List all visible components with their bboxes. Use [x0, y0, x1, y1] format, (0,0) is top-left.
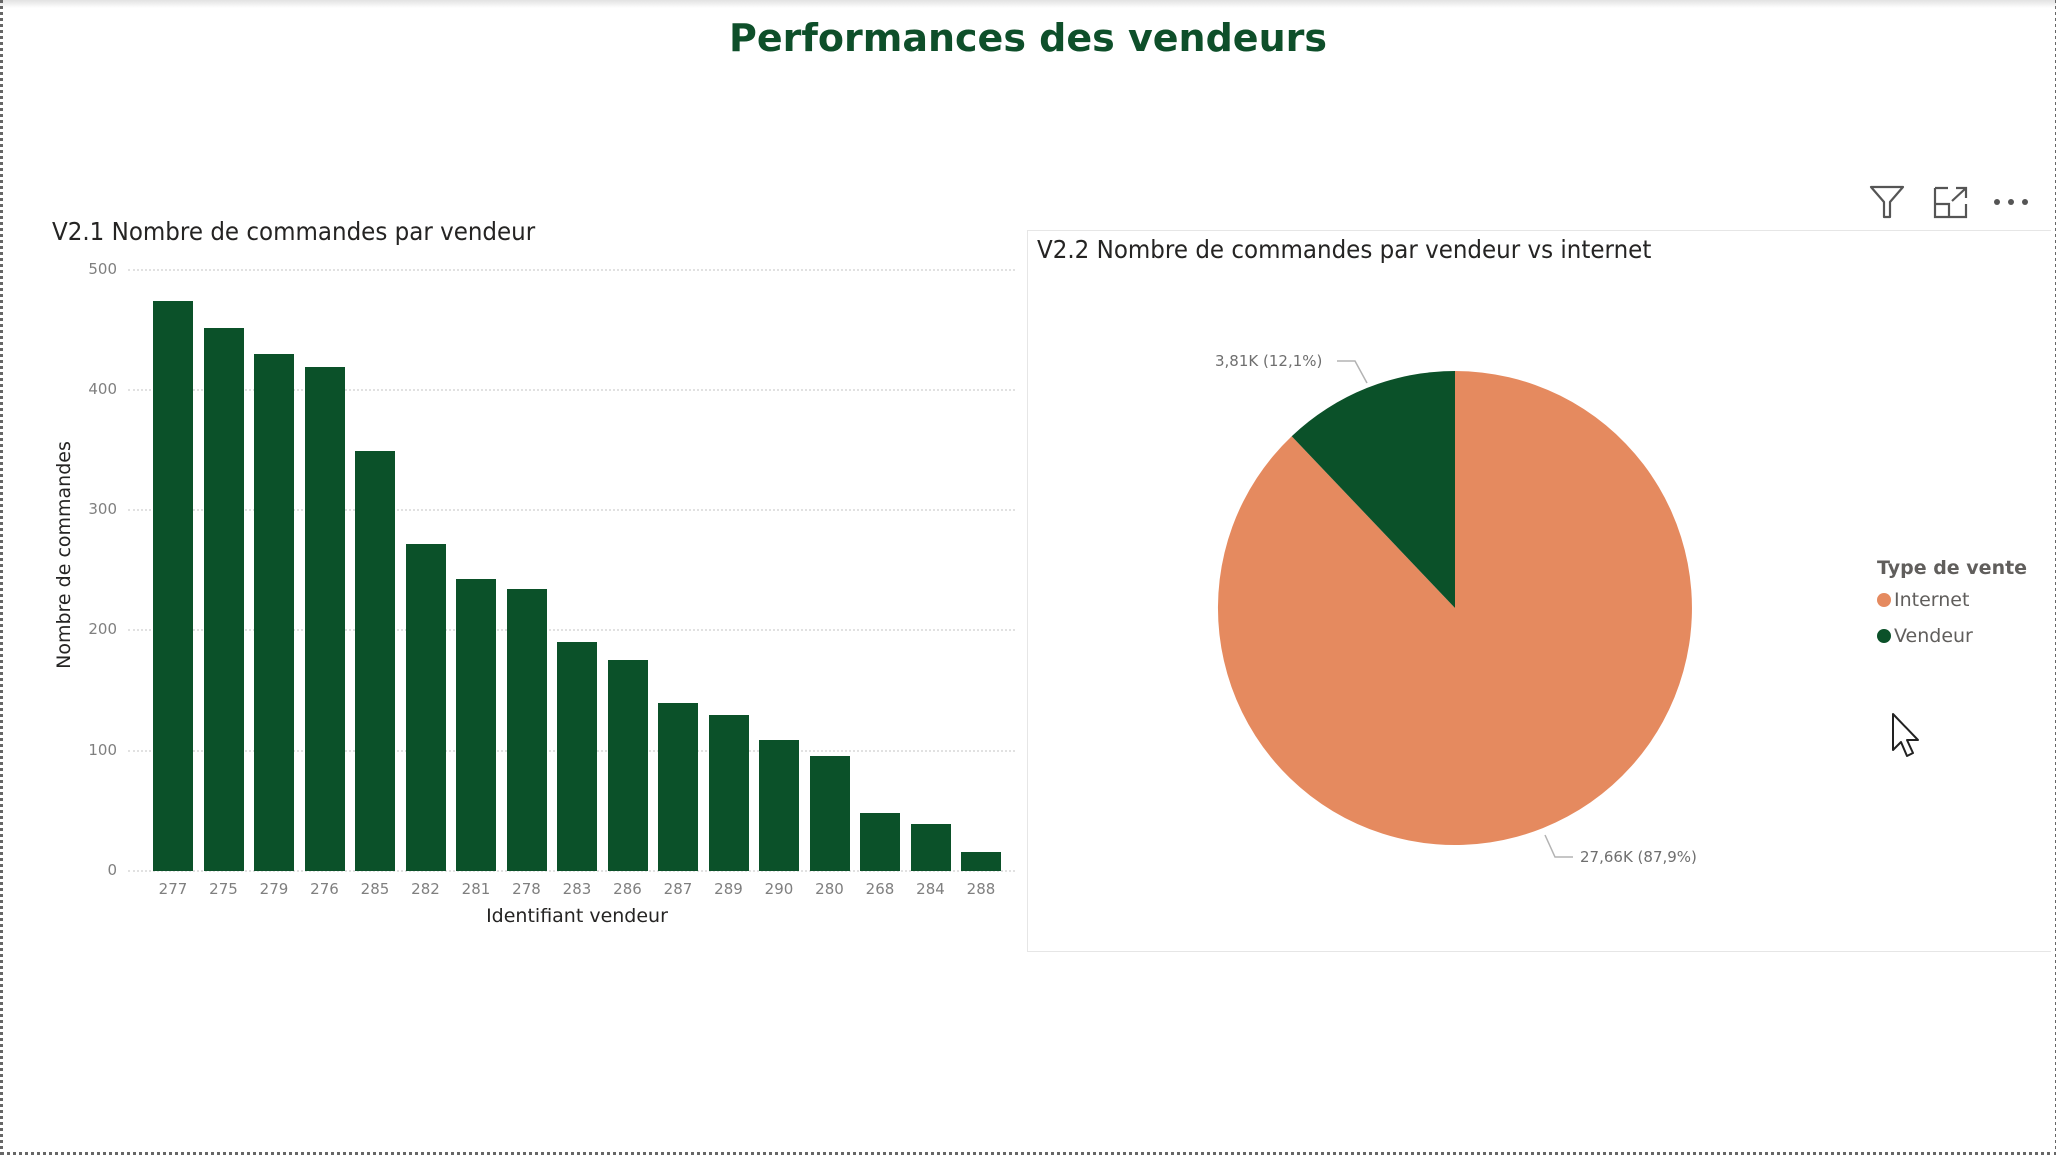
- bar-283[interactable]: [557, 642, 597, 871]
- bar-275[interactable]: [203, 328, 244, 871]
- y-tick-label: 0: [107, 861, 117, 879]
- pie-chart-visual[interactable]: V2.2 Nombre de commandes par vendeur vs …: [1027, 230, 2051, 952]
- x-tick-label: 280: [815, 880, 844, 898]
- legend-item-vendeur[interactable]: Vendeur: [1877, 625, 2027, 647]
- bar-282[interactable]: [405, 543, 446, 871]
- legend-label-internet: Internet: [1894, 589, 1970, 611]
- bar-277[interactable]: [153, 300, 193, 871]
- gridline: [128, 870, 1015, 872]
- pie-data-label-vendeur: 3,81K (12,1%): [1215, 352, 1323, 370]
- pie-data-label-internet: 27,66K (87,9%): [1580, 848, 1697, 866]
- bar-279[interactable]: [254, 353, 294, 871]
- x-tick-label: 289: [714, 880, 743, 898]
- filter-icon: [1868, 184, 1906, 220]
- x-axis-title: Identifiant vendeur: [486, 905, 668, 927]
- pie-chart-title: V2.2 Nombre de commandes par vendeur vs …: [1037, 235, 1652, 264]
- gridline: [128, 509, 1015, 512]
- x-tick-label: 275: [209, 880, 238, 898]
- y-tick-label: 300: [88, 500, 117, 519]
- focus-mode-button[interactable]: [1929, 180, 1973, 224]
- bar-290[interactable]: [759, 739, 799, 871]
- more-options-button[interactable]: [1991, 180, 2035, 224]
- legend-dot-internet-icon: [1877, 593, 1891, 607]
- mouse-cursor-icon: [1891, 712, 1921, 760]
- bar-288[interactable]: [961, 851, 1001, 871]
- x-tick-label: 287: [663, 880, 693, 898]
- leader-line-vendeur: [1337, 360, 1368, 384]
- gridline: [128, 268, 1015, 271]
- x-tick-label: 284: [916, 880, 945, 898]
- y-tick-label: 500: [88, 259, 117, 278]
- top-shadow: [0, 0, 2056, 8]
- focus-mode-icon: [1932, 184, 1970, 220]
- bar-286[interactable]: [607, 660, 648, 871]
- bar-289[interactable]: [708, 714, 749, 871]
- gridline: [128, 629, 1015, 632]
- leader-line-internet: [1544, 834, 1573, 858]
- legend-dot-vendeur-icon: [1877, 629, 1891, 643]
- legend-label-vendeur: Vendeur: [1894, 625, 1973, 647]
- bar-287[interactable]: [658, 702, 698, 871]
- x-tick-label: 278: [512, 880, 541, 898]
- pie-slice-internet[interactable]: [1217, 371, 1692, 845]
- bar-chart-visual[interactable]: V2.1 Nombre de commandes par vendeur: [40, 205, 1025, 945]
- x-tick-label: 282: [411, 880, 440, 898]
- pie-legend: Type de vente Internet Vendeur: [1877, 557, 2027, 647]
- bar-281[interactable]: [456, 578, 496, 871]
- gridline: [128, 388, 1015, 391]
- x-tick-label: 286: [613, 880, 642, 898]
- x-tick-label: 281: [461, 880, 491, 898]
- x-tick-label: 290: [764, 880, 794, 898]
- legend-item-internet[interactable]: Internet: [1877, 589, 2027, 611]
- y-tick-label: 200: [88, 620, 117, 639]
- filter-button[interactable]: [1865, 180, 1909, 224]
- legend-title: Type de vente: [1877, 557, 2028, 579]
- x-tick-label: 288: [966, 880, 996, 898]
- x-tick-label: 277: [158, 880, 188, 898]
- visual-header: [1865, 180, 2055, 224]
- y-tick-label: 100: [88, 740, 117, 759]
- x-tick-label: 276: [310, 880, 339, 898]
- bar-chart-title: V2.1 Nombre de commandes par vendeur: [52, 217, 536, 246]
- page-title: Performances des vendeurs: [729, 16, 1327, 60]
- bar-280[interactable]: [809, 755, 850, 871]
- more-options-icon: [1991, 196, 2035, 208]
- pie-slice-vendeur[interactable]: [1291, 371, 1455, 608]
- bar-285[interactable]: [355, 451, 395, 871]
- x-tick-label: 283: [562, 880, 592, 898]
- bar-276[interactable]: [304, 366, 345, 871]
- bar-284[interactable]: [910, 824, 951, 871]
- bar-268[interactable]: [860, 813, 900, 871]
- y-tick-label: 400: [88, 379, 117, 398]
- x-tick-label: 285: [360, 880, 390, 898]
- x-tick-label: 279: [259, 880, 289, 898]
- bar-278[interactable]: [506, 589, 547, 871]
- x-tick-label: 268: [865, 880, 895, 898]
